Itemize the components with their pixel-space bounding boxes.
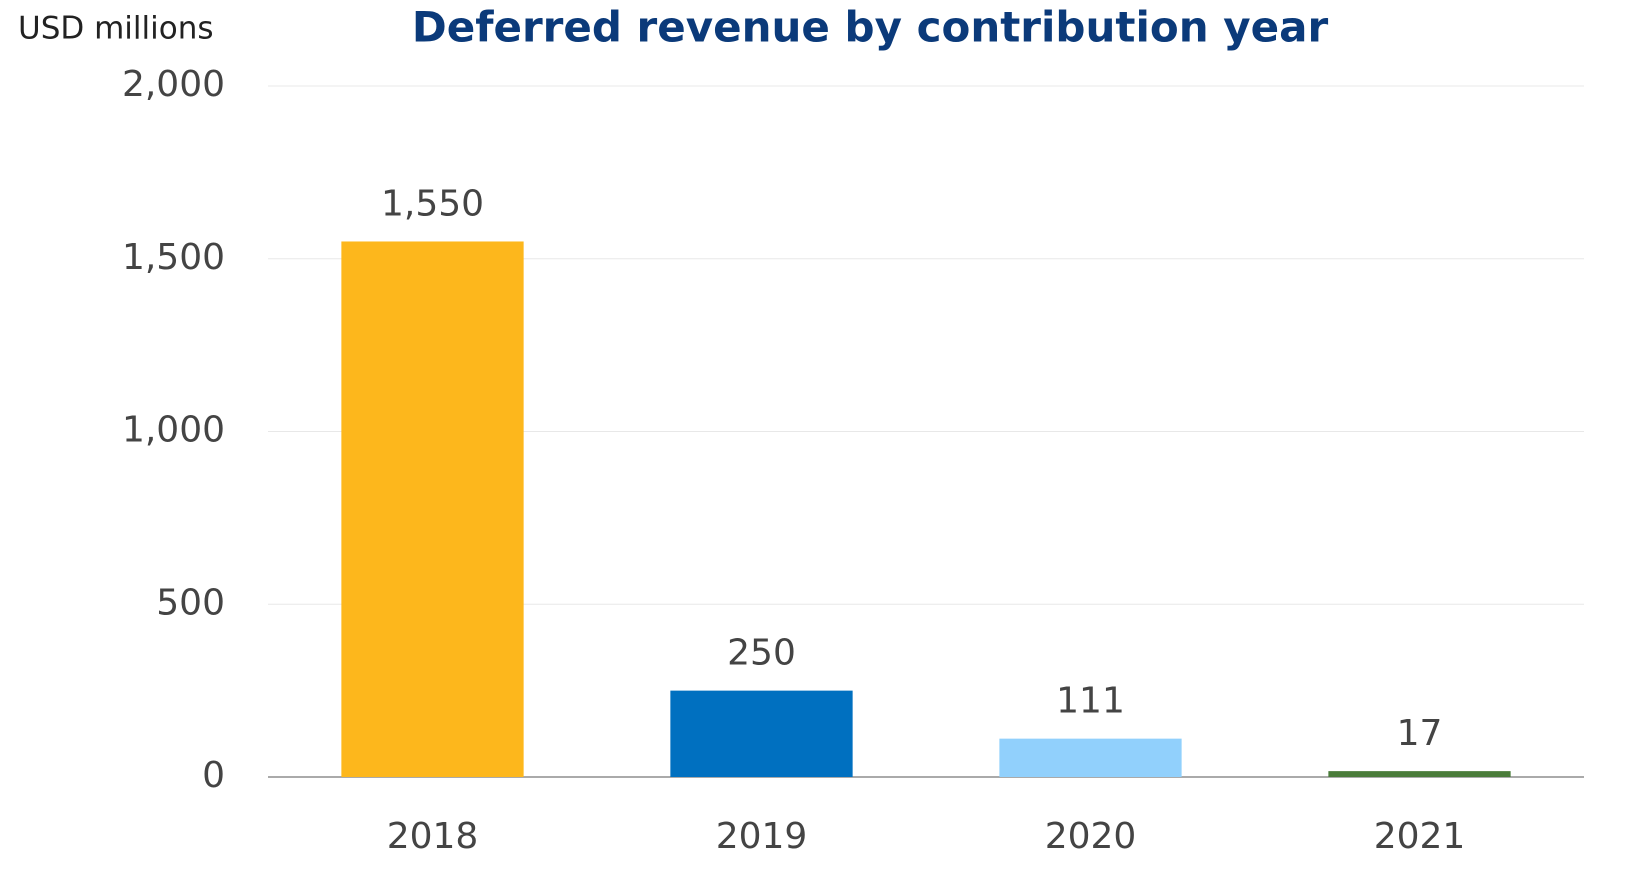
y-tick-label: 2,000 [122,64,225,105]
y-tick-label: 1,500 [122,237,225,278]
bar [1328,771,1511,777]
bar [341,241,524,778]
data-label: 111 [1056,681,1125,722]
y-tick-label: 500 [156,582,225,623]
x-tick-label: 2019 [716,816,808,857]
x-tick-label: 2021 [1374,816,1466,857]
x-tick-label: 2018 [387,816,479,857]
data-label: 1,550 [381,183,484,224]
chart-title: Deferred revenue by contribution year [412,3,1329,52]
y-tick-label: 0 [202,755,225,796]
y-axis-label: USD millions [18,11,214,47]
x-tick-label: 2020 [1045,816,1137,857]
y-tick-label: 1,000 [122,410,225,451]
bar [670,690,853,777]
data-label: 17 [1397,713,1443,754]
bar [999,738,1182,777]
data-label: 250 [727,633,796,674]
